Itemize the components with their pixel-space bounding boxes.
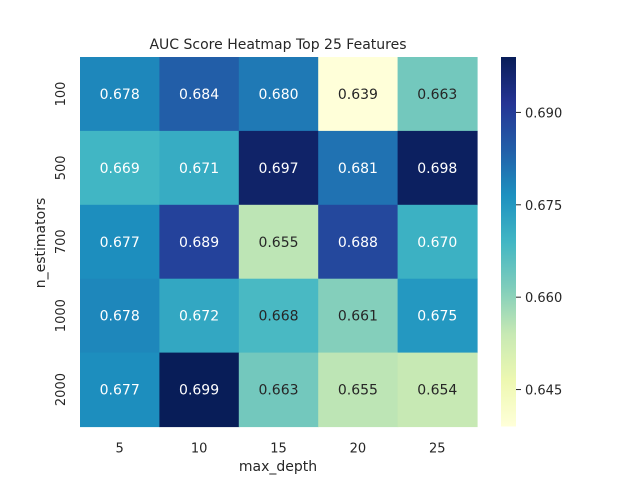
heatmap-cell <box>159 352 240 428</box>
heatmap-cell <box>80 352 160 428</box>
colorbar-gradient <box>501 57 516 427</box>
cell-value-label: 0.681 <box>338 161 378 177</box>
heatmap-cell <box>80 130 160 206</box>
cell-value-label: 0.675 <box>417 309 457 325</box>
cell-value-label: 0.699 <box>179 383 219 399</box>
cell-value-label: 0.668 <box>258 309 298 325</box>
heatmap-cell <box>238 130 319 206</box>
cell-value-label: 0.671 <box>179 161 219 177</box>
cell-annotations: 0.678 0.684 0.680 0.639 0.663 0.669 0.671 0.697… <box>100 87 458 399</box>
x-axis-label: max_depth <box>239 459 317 475</box>
heatmap-cell <box>318 204 399 280</box>
cell-value-label: 0.655 <box>258 235 298 251</box>
x-tick-label: 25 <box>429 442 446 457</box>
colorbar-tick-label: 0.675 <box>525 199 562 214</box>
cell-value-label: 0.669 <box>100 161 140 177</box>
cell-value-label: 0.672 <box>179 309 219 325</box>
cell-value-label: 0.663 <box>258 383 298 399</box>
heatmap-cell <box>80 204 160 280</box>
x-tick-label: 5 <box>116 442 124 457</box>
heatmap-cell <box>397 352 478 428</box>
x-axis-ticks: 5 10 15 20 25 <box>116 442 446 457</box>
colorbar: 0.645 0.660 0.675 0.690 <box>501 57 562 427</box>
heatmap-cell <box>238 204 319 280</box>
heatmap-cell <box>159 130 240 206</box>
heatmap-cell <box>397 130 478 206</box>
heatmap-cell <box>238 352 319 428</box>
cell-value-label: 0.698 <box>417 161 457 177</box>
x-tick-label: 10 <box>191 442 208 457</box>
y-axis-ticks: 100 500 700 1000 2000 <box>54 82 69 407</box>
chart-title: AUC Score Heatmap Top 25 Features <box>149 37 406 53</box>
cell-value-label: 0.697 <box>258 161 298 177</box>
x-tick-label: 15 <box>270 442 287 457</box>
heatmap-cell <box>318 57 399 132</box>
cell-value-label: 0.678 <box>100 309 140 325</box>
y-tick-label: 2000 <box>54 373 69 406</box>
heatmap-cell <box>397 57 478 132</box>
cell-value-label: 0.678 <box>100 87 140 103</box>
cell-value-label: 0.670 <box>417 235 457 251</box>
heatmap-cell <box>238 278 319 354</box>
heatmap-cell <box>159 204 240 280</box>
y-tick-label: 500 <box>54 155 69 180</box>
colorbar-tick-label: 0.645 <box>525 384 562 399</box>
cell-value-label: 0.680 <box>258 87 298 103</box>
cell-value-label: 0.639 <box>338 87 378 103</box>
heatmap-cell <box>397 278 478 354</box>
heatmap-cell <box>318 352 399 428</box>
y-tick-label: 100 <box>54 82 69 107</box>
cell-value-label: 0.677 <box>100 383 140 399</box>
heatmap-cell <box>238 57 319 132</box>
cell-value-label: 0.689 <box>179 235 219 251</box>
heatmap-cell <box>159 278 240 354</box>
y-tick-label: 700 <box>54 229 69 254</box>
y-axis-label: n_estimators <box>33 198 49 288</box>
y-tick-label: 1000 <box>54 299 69 332</box>
heatmap-cell <box>80 278 160 354</box>
cell-value-label: 0.684 <box>179 87 219 103</box>
colorbar-tick-label: 0.660 <box>525 291 562 306</box>
heatmap-cell <box>80 57 160 132</box>
cell-value-label: 0.654 <box>417 383 457 399</box>
heatmap-cells <box>80 57 478 428</box>
cell-value-label: 0.688 <box>338 235 378 251</box>
heatmap-cell <box>159 57 240 132</box>
heatmap-cell <box>318 278 399 354</box>
heatmap-cell <box>397 204 478 280</box>
cell-value-label: 0.663 <box>417 87 457 103</box>
cell-value-label: 0.655 <box>338 383 378 399</box>
x-tick-label: 20 <box>350 442 367 457</box>
colorbar-tick-label: 0.690 <box>525 106 562 121</box>
cell-value-label: 0.661 <box>338 309 378 325</box>
cell-value-label: 0.677 <box>100 235 140 251</box>
heatmap-cell <box>318 130 399 206</box>
